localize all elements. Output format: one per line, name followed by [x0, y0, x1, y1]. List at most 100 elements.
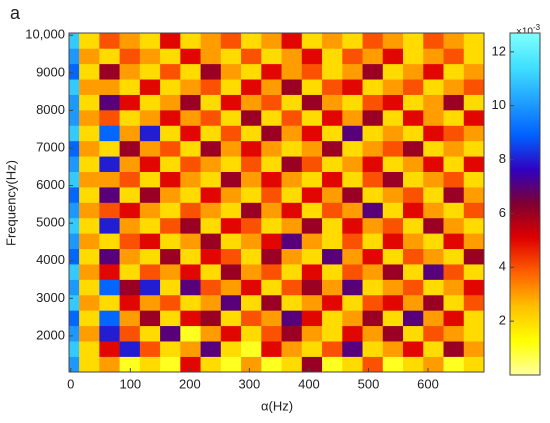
- heatmap-cell: [241, 233, 262, 250]
- heatmap-cell: [382, 94, 404, 111]
- heatmap-cell: [180, 79, 201, 95]
- heatmap-cell: [463, 33, 485, 49]
- heatmap-cell: [322, 125, 343, 142]
- heatmap-cell: [119, 156, 141, 172]
- heatmap-cell: [69, 156, 80, 172]
- heatmap-cell: [99, 233, 120, 250]
- heatmap-cell: [301, 63, 323, 80]
- heatmap-cell: [180, 125, 201, 142]
- heatmap-cell: [342, 125, 363, 142]
- colorbar: [509, 32, 541, 376]
- heatmap-cell: [463, 233, 485, 250]
- x-tick-label: 100: [119, 376, 141, 391]
- heatmap-cell: [160, 94, 181, 111]
- heatmap-cell: [281, 202, 303, 219]
- heatmap-cell: [241, 248, 262, 265]
- heatmap-cell: [463, 310, 485, 327]
- heatmap-cell: [160, 217, 181, 234]
- x-tick-label: 600: [417, 376, 439, 391]
- heatmap-cell: [342, 48, 363, 65]
- heatmap-cell: [79, 156, 100, 172]
- heatmap-cell: [99, 279, 120, 296]
- heatmap-cell: [261, 279, 282, 296]
- heatmap-cell: [443, 110, 465, 126]
- heatmap-cell: [79, 48, 100, 65]
- heatmap-cell: [241, 264, 262, 280]
- colorbar-tick-label: 12: [492, 43, 506, 58]
- heatmap-cell: [301, 187, 323, 203]
- heatmap-cell: [261, 110, 282, 126]
- heatmap-cell: [322, 187, 343, 203]
- heatmap-cell: [423, 187, 444, 203]
- heatmap-cell: [423, 202, 444, 219]
- heatmap-cell: [403, 217, 424, 234]
- heatmap-cell: [180, 248, 201, 265]
- heatmap-cell: [119, 63, 141, 80]
- heatmap-cell: [119, 48, 141, 65]
- heatmap-cell: [382, 217, 404, 234]
- heatmap-cell: [443, 264, 465, 280]
- heatmap-cell: [160, 294, 181, 311]
- heatmap-cell: [79, 310, 100, 327]
- y-tick-label: 6000: [36, 177, 65, 192]
- heatmap-cell: [382, 341, 404, 357]
- colorbar-tick-label: 10: [492, 97, 506, 112]
- heatmap-cell: [200, 110, 222, 126]
- heatmap-cell: [69, 79, 80, 95]
- heatmap-cell: [119, 248, 141, 265]
- heatmap-cell: [301, 156, 323, 172]
- heatmap-cell: [139, 341, 161, 357]
- heatmap-cell: [180, 171, 201, 188]
- heatmap-cell: [139, 140, 161, 157]
- heatmap-cell: [220, 294, 242, 311]
- heatmap-cell: [281, 217, 303, 234]
- heatmap-cell: [261, 94, 282, 111]
- heatmap-cell: [139, 264, 161, 280]
- heatmap-cell: [281, 171, 303, 188]
- colorbar-exponent: -3: [533, 23, 541, 32]
- heatmap-cell: [119, 294, 141, 311]
- heatmap-cell: [463, 202, 485, 219]
- heatmap-cell: [443, 94, 465, 111]
- heatmap-cell: [443, 325, 465, 342]
- heatmap-cell: [220, 279, 242, 296]
- heatmap-cell: [99, 63, 120, 80]
- heatmap-cell: [301, 48, 323, 65]
- heatmap-cell: [463, 156, 485, 172]
- heatmap-cell: [301, 125, 323, 142]
- heatmap-cell: [69, 94, 80, 111]
- heatmap-cell: [200, 156, 222, 172]
- heatmap-cell: [69, 356, 80, 373]
- heatmap-cell: [180, 264, 201, 280]
- heatmap-cell: [200, 248, 222, 265]
- heatmap-cell: [241, 341, 262, 357]
- heatmap-cell: [443, 294, 465, 311]
- heatmap-cell: [119, 279, 141, 296]
- heatmap-cell: [139, 187, 161, 203]
- heatmap-cell: [160, 264, 181, 280]
- heatmap-cell: [180, 140, 201, 157]
- heatmap-cell: [139, 94, 161, 111]
- heatmap-cell: [382, 264, 404, 280]
- heatmap-cell: [139, 79, 161, 95]
- heatmap-cell: [362, 294, 384, 311]
- heatmap-cell: [382, 110, 404, 126]
- heatmap-cell: [99, 140, 120, 157]
- heatmap-cell: [200, 279, 222, 296]
- heatmap-cell: [241, 63, 262, 80]
- heatmap-cell: [403, 110, 424, 126]
- heatmap-cell: [322, 94, 343, 111]
- heatmap-cell: [423, 294, 444, 311]
- heatmap-cell: [220, 325, 242, 342]
- heatmap-cell: [69, 187, 80, 203]
- heatmap-cell: [281, 94, 303, 111]
- y-tick-label: 10,000: [25, 27, 65, 42]
- heatmap-cell: [301, 140, 323, 157]
- heatmap-cell: [281, 187, 303, 203]
- heatmap-cell: [423, 48, 444, 65]
- heatmap-cell: [180, 356, 201, 373]
- heatmap-cell: [220, 310, 242, 327]
- heatmap-cell: [443, 125, 465, 142]
- heatmap-cell: [160, 156, 181, 172]
- heatmap-cell: [79, 248, 100, 265]
